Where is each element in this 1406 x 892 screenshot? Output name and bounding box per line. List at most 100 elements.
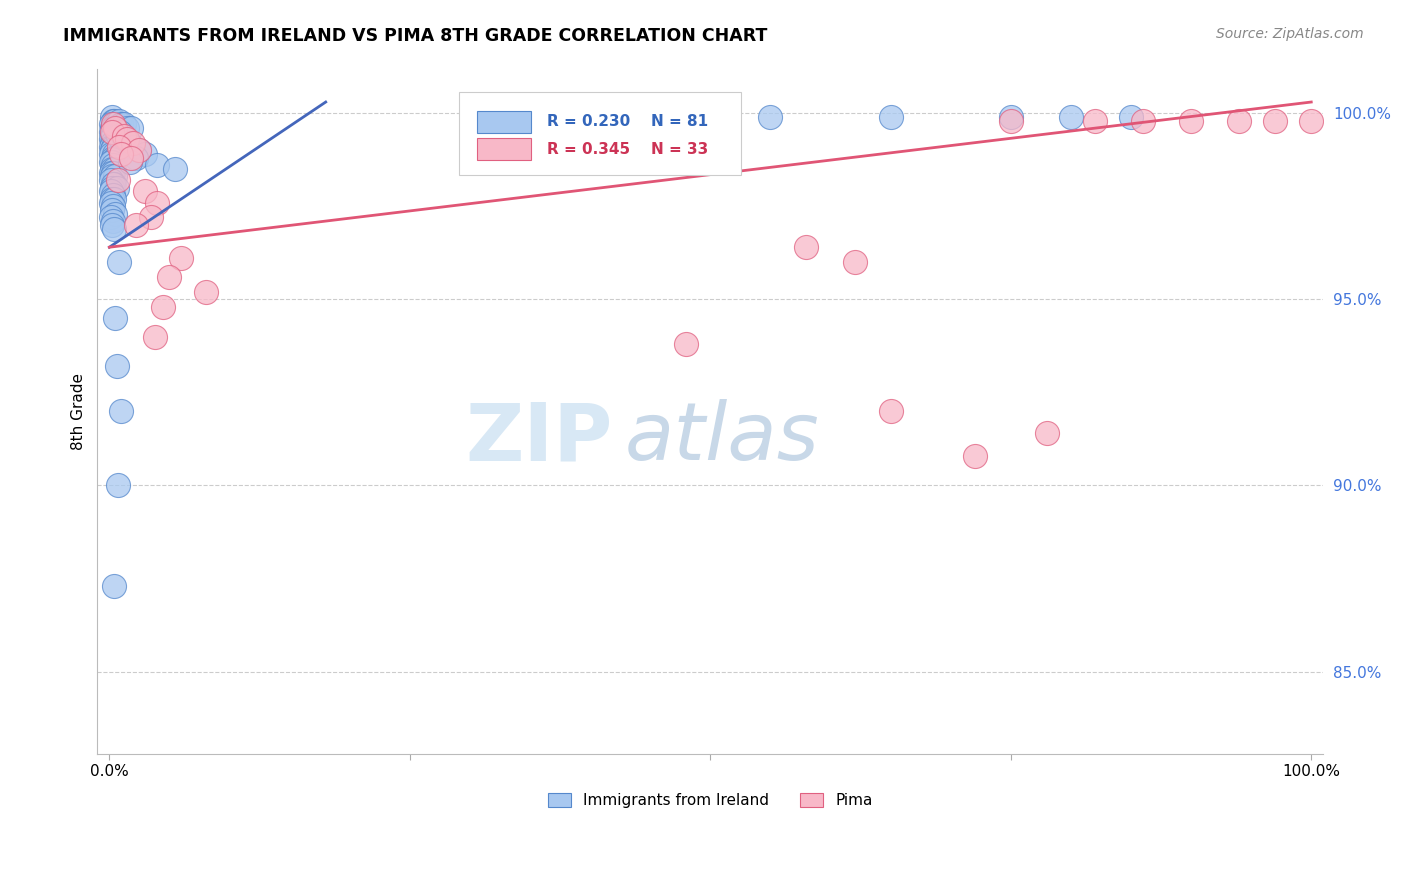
Point xyxy=(104,207,127,221)
Text: R = 0.345: R = 0.345 xyxy=(547,142,630,157)
Text: atlas: atlas xyxy=(624,400,820,477)
Point xyxy=(100,117,122,131)
Point xyxy=(108,125,131,139)
Point xyxy=(117,136,139,150)
FancyBboxPatch shape xyxy=(458,93,741,175)
Point xyxy=(104,310,127,325)
Point xyxy=(112,128,135,143)
Point xyxy=(1000,110,1022,124)
Point xyxy=(120,151,142,165)
Point xyxy=(101,139,124,153)
Point xyxy=(152,300,174,314)
Point xyxy=(100,121,122,136)
Point xyxy=(194,285,217,299)
Point xyxy=(103,147,125,161)
Point xyxy=(100,125,122,139)
Point xyxy=(104,151,127,165)
Point xyxy=(159,270,181,285)
Point xyxy=(100,136,122,150)
Text: N = 81: N = 81 xyxy=(651,114,709,129)
Point xyxy=(128,144,150,158)
Point xyxy=(796,240,818,254)
Point xyxy=(100,154,122,169)
Point xyxy=(101,188,124,202)
Point xyxy=(107,128,129,143)
Point xyxy=(1084,113,1107,128)
Point xyxy=(122,136,145,150)
Point xyxy=(146,158,169,172)
Point xyxy=(120,121,142,136)
Point xyxy=(100,125,122,139)
Point xyxy=(108,113,131,128)
Point xyxy=(100,132,122,146)
Point xyxy=(844,255,866,269)
Point xyxy=(107,478,129,492)
Point xyxy=(100,195,122,210)
Text: ZIP: ZIP xyxy=(465,400,612,477)
Point xyxy=(108,139,131,153)
Point xyxy=(146,195,169,210)
Point xyxy=(125,151,148,165)
Point xyxy=(110,117,132,131)
Point xyxy=(1036,426,1059,441)
Point xyxy=(105,121,128,136)
Point xyxy=(100,147,122,161)
Point xyxy=(122,139,145,153)
Point xyxy=(101,121,124,136)
Point xyxy=(104,132,127,146)
Point xyxy=(100,166,122,180)
Point xyxy=(103,579,125,593)
Point xyxy=(101,151,124,165)
Point xyxy=(100,173,122,187)
Point xyxy=(879,110,901,124)
Point xyxy=(100,185,122,199)
Point xyxy=(143,329,166,343)
Y-axis label: 8th Grade: 8th Grade xyxy=(72,373,86,450)
Point xyxy=(118,154,141,169)
FancyBboxPatch shape xyxy=(478,111,531,133)
Point xyxy=(1227,113,1250,128)
Point xyxy=(100,139,122,153)
Point xyxy=(141,211,163,225)
Point xyxy=(114,132,136,146)
Point xyxy=(1060,110,1083,124)
Point xyxy=(675,337,697,351)
Point xyxy=(759,110,782,124)
Point xyxy=(100,218,122,232)
Point xyxy=(110,404,132,418)
Point xyxy=(134,185,156,199)
Point xyxy=(108,255,131,269)
Point xyxy=(103,221,125,235)
Point xyxy=(1000,113,1022,128)
Point xyxy=(125,218,148,232)
Text: N = 33: N = 33 xyxy=(651,142,709,157)
Point xyxy=(879,404,901,418)
Point xyxy=(165,162,187,177)
Point xyxy=(103,125,125,139)
Point xyxy=(1264,113,1286,128)
Point xyxy=(112,117,135,131)
Legend: Immigrants from Ireland, Pima: Immigrants from Ireland, Pima xyxy=(543,787,879,814)
Point xyxy=(100,169,122,184)
Point xyxy=(170,252,193,266)
Point xyxy=(103,162,125,177)
Point xyxy=(1301,113,1323,128)
Point xyxy=(101,117,124,131)
Point xyxy=(104,169,127,184)
Text: IMMIGRANTS FROM IRELAND VS PIMA 8TH GRADE CORRELATION CHART: IMMIGRANTS FROM IRELAND VS PIMA 8TH GRAD… xyxy=(63,27,768,45)
Point xyxy=(100,144,122,158)
Point xyxy=(101,128,124,143)
Point xyxy=(104,121,127,136)
Point xyxy=(101,166,124,180)
Point xyxy=(638,110,661,124)
Point xyxy=(100,128,122,143)
Point xyxy=(105,180,128,194)
Point xyxy=(101,199,124,213)
Point xyxy=(1132,113,1154,128)
FancyBboxPatch shape xyxy=(478,138,531,161)
Point xyxy=(111,128,134,143)
Point xyxy=(101,113,124,128)
Text: Source: ZipAtlas.com: Source: ZipAtlas.com xyxy=(1216,27,1364,41)
Point xyxy=(101,158,124,172)
Point xyxy=(100,192,122,206)
